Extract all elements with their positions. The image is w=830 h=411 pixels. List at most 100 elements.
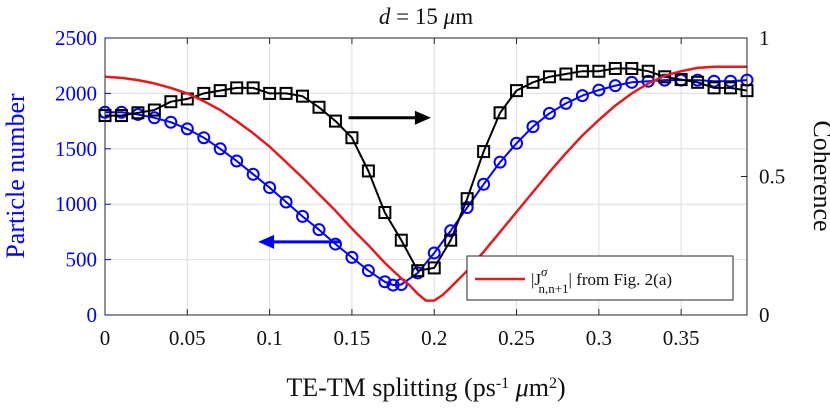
- coherence-point: [131, 106, 145, 120]
- particle-point: [279, 195, 293, 209]
- particle-point: [707, 74, 721, 88]
- y-left-tick-label: 1500: [55, 137, 97, 161]
- particle-point: [542, 106, 556, 120]
- chart-title-mu: μ: [443, 4, 456, 29]
- particle-point: [180, 122, 194, 136]
- coherence-point: [674, 73, 688, 87]
- legend-rest: from Fig. 2(a): [572, 270, 672, 289]
- particle-point: [147, 111, 161, 125]
- coherence-point: [328, 114, 342, 128]
- coherence-point: [724, 81, 738, 95]
- ticks: [104, 37, 747, 316]
- particle-point: [296, 209, 310, 223]
- coherence-point: [641, 64, 655, 78]
- coherence-point: [658, 70, 672, 84]
- coherence-point: [625, 61, 639, 75]
- coherence-point: [427, 261, 441, 275]
- coherence-point: [575, 64, 589, 78]
- y-left-tick-label: 2500: [55, 26, 97, 50]
- y-right-axis-title: Coherence: [808, 120, 830, 231]
- coherence-point: [477, 145, 491, 159]
- y-right-tick-label: 0.5: [759, 165, 785, 189]
- y-left-tick-label: 1000: [55, 192, 97, 216]
- x-axis-title-sup2: 2: [549, 375, 557, 392]
- legend-label-jcurve: |Jσ n,n+1| from Fig. 2(a): [531, 264, 672, 296]
- y-left-tick-label: 500: [66, 248, 98, 272]
- coherence-point: [394, 233, 408, 247]
- x-tick-label: 0.05: [169, 326, 206, 350]
- tick-labels: 0 0.05 0.1 0.15 0.2 0.25 0.3 0.35 0 500 1000 1500 20…: [55, 26, 785, 350]
- coherence-point: [526, 75, 540, 89]
- coherence-point: [411, 264, 425, 278]
- coherence-point: [691, 75, 705, 89]
- x-tick-label: 0.3: [586, 326, 612, 350]
- chart-title-eq: = 15: [390, 4, 443, 29]
- legend-bar-close: |: [569, 270, 572, 289]
- series-line-2: [104, 65, 747, 302]
- chart-title: d = 15 μm: [379, 4, 473, 29]
- coherence-point: [279, 86, 293, 100]
- coherence-point: [542, 70, 556, 84]
- coherence-point: [246, 81, 260, 95]
- particle-point: [230, 154, 244, 168]
- coherence-point: [312, 100, 326, 114]
- particle-point: [444, 224, 458, 238]
- arrow-head-right: [414, 110, 431, 125]
- legend: |Jσ n,n+1| from Fig. 2(a): [466, 255, 734, 301]
- y-left-tick-label: 2000: [55, 81, 97, 105]
- particle-point: [345, 250, 359, 264]
- coherence-point: [608, 61, 622, 75]
- coherence-point: [164, 95, 178, 109]
- series-line-1: [105, 67, 748, 272]
- x-axis-title-m: m: [529, 373, 549, 402]
- particle-point: [427, 246, 441, 260]
- particle-point: [477, 177, 491, 191]
- x-axis-title-sup1: -1: [496, 375, 509, 392]
- chart-title-var: d: [379, 4, 391, 29]
- x-tick-label: 0.15: [334, 326, 371, 350]
- particle-point: [386, 278, 400, 292]
- x-tick-label: 0.2: [421, 326, 447, 350]
- coherence-point: [147, 103, 161, 117]
- coherence-point: [592, 64, 606, 78]
- chart-title-unit: m: [455, 4, 473, 29]
- particle-point: [378, 275, 392, 289]
- annotations: [258, 110, 431, 249]
- particle-point: [197, 131, 211, 145]
- coherence-point: [378, 206, 392, 220]
- legend-bar-open: |J: [531, 270, 541, 289]
- x-tick-label: 0.35: [663, 326, 700, 350]
- coherence-point: [707, 81, 721, 95]
- particle-point: [460, 201, 474, 215]
- y-left-axis-title: Particle number: [1, 93, 30, 259]
- y-right-tick-label: 1: [759, 26, 770, 50]
- x-tick-label: 0: [100, 326, 111, 350]
- particle-point: [246, 167, 260, 181]
- legend-sub-index: n,n+1: [538, 281, 568, 296]
- particle-point: [526, 120, 540, 134]
- particle-point: [312, 223, 326, 237]
- particle-point: [263, 181, 277, 195]
- y-left-tick-label: 0: [87, 303, 98, 327]
- particle-point: [361, 264, 375, 278]
- x-axis-title-mu: μ: [515, 373, 529, 402]
- particle-point: [592, 83, 606, 97]
- particle-point: [608, 79, 622, 93]
- particle-point: [559, 96, 573, 110]
- coherence-point: [510, 84, 524, 98]
- coherence-point: [361, 164, 375, 178]
- coherence-point: [230, 81, 244, 95]
- coherence-point: [460, 192, 474, 206]
- x-axis-title-text: TE-TM splitting (ps: [286, 373, 495, 402]
- particle-point: [625, 75, 639, 89]
- arrow-head-left: [258, 234, 275, 249]
- coherence-point: [345, 131, 359, 145]
- coherence-point: [559, 67, 573, 81]
- coherence-point: [493, 106, 507, 120]
- particle-point: [510, 136, 524, 150]
- coherence-point: [444, 233, 458, 247]
- x-tick-label: 0.25: [498, 326, 535, 350]
- particle-point: [213, 142, 227, 156]
- coherence-point: [114, 109, 128, 123]
